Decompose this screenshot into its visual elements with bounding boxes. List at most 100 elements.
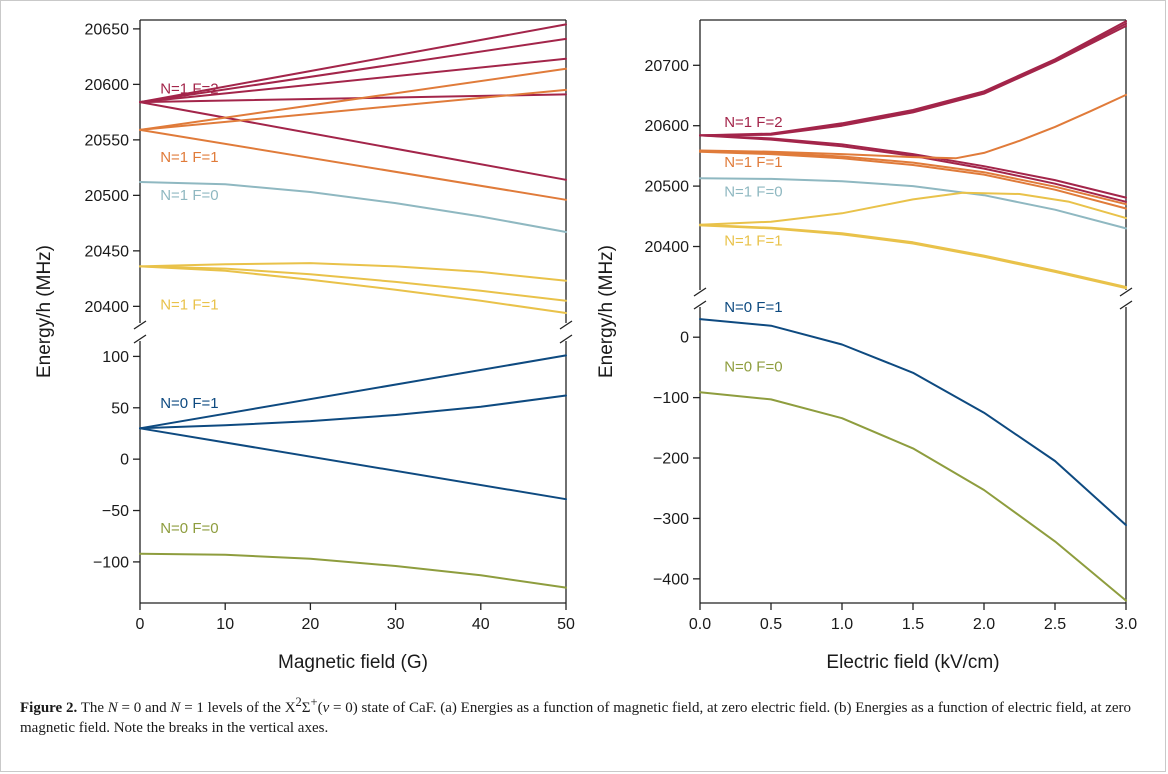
x-tick-label: 10 xyxy=(216,616,234,633)
series-line-n1f1-upper xyxy=(139,128,567,201)
axis-break-mark-0-1 xyxy=(133,334,147,344)
axis-break-mark-0-0 xyxy=(133,320,147,330)
y-tick-label: 20500 xyxy=(645,179,690,196)
caption-text-1: The xyxy=(77,700,108,716)
series-line-n1f0 xyxy=(139,181,567,233)
y-tick-label: −100 xyxy=(93,554,129,571)
series-line-n1f1-lower xyxy=(139,262,567,282)
series-line-n1f1-upper xyxy=(139,67,567,131)
series-line-n1f2 xyxy=(139,23,567,104)
series-line-n1f1-lower xyxy=(699,191,1127,226)
x-tick-label: 20 xyxy=(302,616,320,633)
level-label: N=0 F=1 xyxy=(160,395,218,412)
x-axis-title: Electric field (kV/cm) xyxy=(826,652,999,673)
axis-break-mark-1-0 xyxy=(559,320,573,330)
axis-break-mark-0-1 xyxy=(693,300,707,310)
y-tick-label: 20500 xyxy=(85,188,130,205)
y-tick-label: −100 xyxy=(653,390,689,407)
x-tick-label: 3.0 xyxy=(1115,616,1137,633)
level-label: N=1 F=1 xyxy=(724,154,782,171)
x-tick-label: 50 xyxy=(557,616,575,633)
y-tick-label: 20400 xyxy=(645,239,690,256)
y-tick-label: −200 xyxy=(653,451,689,468)
x-tick-label: 2.5 xyxy=(1044,616,1066,633)
x-axis-title: Magnetic field (G) xyxy=(278,652,428,673)
x-tick-label: 1.0 xyxy=(831,616,853,633)
x-tick-label: 40 xyxy=(472,616,490,633)
y-tick-label: 20400 xyxy=(85,299,130,316)
figure-canvas: 0 10 20 30 40 50 20400 20450 20500 20550 20600 2065… xyxy=(34,19,1137,673)
x-tick-label: 0.5 xyxy=(760,616,782,633)
figure-caption: Figure 2. The N = 0 and N = 1 levels of … xyxy=(20,692,1140,738)
caption-sup-plus: + xyxy=(310,695,318,709)
y-tick-label: 20600 xyxy=(645,118,690,135)
y-tick-label: 20700 xyxy=(645,58,690,75)
y-tick-label: 20450 xyxy=(85,243,130,260)
y-tick-label: 20650 xyxy=(85,21,130,38)
series-line-n1f1-upper xyxy=(699,150,1127,206)
caption-var-n0: N xyxy=(107,700,118,716)
caption-var-n1: N xyxy=(170,700,181,716)
level-label: N=0 F=0 xyxy=(724,359,782,376)
axis-break-mark-0-0 xyxy=(693,287,707,297)
series-line-n1f1-upper xyxy=(699,93,1127,160)
series-line-n1f1-lower xyxy=(139,265,567,302)
axis-break-mark-1-1 xyxy=(559,334,573,344)
y-axis-title: Energy/h (MHz) xyxy=(34,245,55,378)
series-line-n1f2 xyxy=(139,37,567,104)
caption-var-nu: v xyxy=(322,700,330,716)
axis-break-mark-1-0 xyxy=(1119,287,1133,297)
series-line-n1f2 xyxy=(699,134,1127,203)
series-line-n0f1 xyxy=(139,354,567,430)
x-tick-label: 0.0 xyxy=(689,616,711,633)
y-tick-label: −300 xyxy=(653,511,689,528)
y-tick-label: 0 xyxy=(680,330,689,347)
level-label: N=1 F=2 xyxy=(724,114,782,131)
panel-b-electric-field: 0.0 0.5 1.0 1.5 2.0 2.5 3.0 20400 20500 20600 2070… xyxy=(596,19,1137,673)
y-tick-label: 20550 xyxy=(85,132,130,149)
axis-break-mark-1-1 xyxy=(1119,300,1133,310)
series-line-n0f1 xyxy=(139,394,567,430)
level-label: N=1 F=1 xyxy=(160,149,218,166)
level-label: N=1 F=1 xyxy=(160,297,218,314)
series-line-n1f1-lower xyxy=(699,224,1127,290)
caption-text-3: = 1 levels of the X xyxy=(180,700,296,716)
y-tick-label: 100 xyxy=(102,349,129,366)
series-line-n1f0 xyxy=(699,177,1127,230)
caption-label: Figure 2. xyxy=(20,700,78,716)
y-tick-label: 0 xyxy=(120,452,129,469)
caption-text-2: = 0 and xyxy=(117,700,171,716)
x-tick-label: 30 xyxy=(387,616,405,633)
panel-a-magnetic-field: 0 10 20 30 40 50 20400 20450 20500 20550 20600 2065… xyxy=(34,19,575,673)
series-line-n1f2 xyxy=(699,25,1127,137)
caption-paren: ( xyxy=(317,700,323,716)
y-tick-label: 50 xyxy=(111,400,129,417)
series-line-n1f1-lower xyxy=(139,265,567,314)
series-line-n1f1-upper xyxy=(139,88,567,131)
x-tick-label: 0 xyxy=(136,616,145,633)
level-label: N=0 F=0 xyxy=(160,520,218,537)
caption-text-4: = 0) state of CaF. (a) Energies as a fun… xyxy=(20,700,1132,736)
series-line-n1f2 xyxy=(139,57,567,104)
y-tick-label: −50 xyxy=(102,503,129,520)
series-line-n0f0 xyxy=(139,552,567,589)
series-line-n1f2 xyxy=(699,134,1127,199)
series-line-n0f1 xyxy=(699,318,1127,527)
series-line-n1f2 xyxy=(139,101,567,181)
level-label: N=0 F=1 xyxy=(724,299,782,316)
level-label: N=1 F=2 xyxy=(160,80,218,97)
y-tick-label: −400 xyxy=(653,571,689,588)
x-tick-label: 2.0 xyxy=(973,616,995,633)
series-line-n0f0 xyxy=(699,391,1127,602)
y-tick-label: 20600 xyxy=(85,77,130,94)
level-label: N=1 F=0 xyxy=(160,187,218,204)
caption-sup-2: 2 xyxy=(295,695,302,709)
series-line-n1f1-upper xyxy=(699,150,1127,210)
level-label: N=1 F=0 xyxy=(724,183,782,200)
y-axis-title: Energy/h (MHz) xyxy=(596,245,617,378)
x-tick-label: 1.5 xyxy=(902,616,924,633)
caption-sigma: Σ xyxy=(301,700,311,716)
level-label: N=1 F=1 xyxy=(724,232,782,249)
series-line-n0f1 xyxy=(139,427,567,501)
